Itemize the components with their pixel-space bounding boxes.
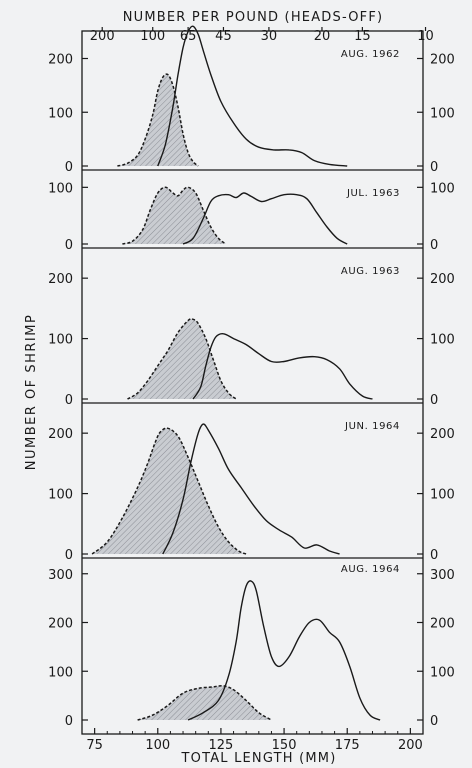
shaded-area	[92, 428, 247, 554]
x-tick-label: 200	[398, 738, 423, 753]
y-tick-label-right: 200	[430, 427, 455, 442]
y-tick-label-right: 0	[430, 238, 438, 253]
y-tick-label-left: 0	[65, 238, 73, 253]
top-tick-label: 10	[417, 29, 434, 44]
series-line-shaded	[127, 318, 237, 400]
y-tick-label-left: 100	[48, 333, 73, 348]
plot-frame	[81, 30, 424, 735]
y-tick-label-right: 100	[430, 181, 455, 196]
series-line	[187, 580, 381, 721]
shaded-area	[137, 685, 272, 720]
x-tick-label: 150	[272, 738, 297, 753]
panel-date-label: AUG. 1964	[341, 564, 400, 575]
shaded-area	[122, 187, 226, 244]
top-tick-label: 45	[215, 29, 232, 44]
panel: 0 0 100 100 200 200 JUN. 1964	[48, 402, 455, 563]
y-tick-label-right: 100	[430, 333, 455, 348]
y-axis-label: NUMBER OF SHRIMP	[24, 314, 39, 471]
top-axis-label: NUMBER PER POUND (HEADS-OFF)	[123, 10, 384, 25]
shaded-area	[127, 318, 237, 399]
series-line	[162, 423, 340, 555]
y-tick-label-right: 300	[430, 568, 455, 583]
top-tick-label: 100	[140, 29, 165, 44]
y-tick-label-left: 200	[48, 53, 73, 68]
panel: 0 0 100 100 200 200 AUG. 1962	[48, 25, 455, 175]
y-tick-label-right: 100	[430, 488, 455, 503]
y-tick-label-right: 0	[430, 393, 438, 408]
x-tick-label: 75	[86, 738, 103, 753]
shaded-area	[117, 74, 199, 166]
panel-date-label: JUL. 1963	[346, 188, 400, 199]
y-tick-label-left: 0	[65, 714, 73, 729]
top-tick-label: 20	[314, 29, 331, 44]
series-line-shaded	[117, 73, 199, 167]
y-tick-label-left: 100	[48, 665, 73, 680]
top-axis: 200 100 65 45 30 20 15 10	[90, 27, 434, 44]
y-tick-label-left: 0	[65, 160, 73, 175]
y-tick-label-right: 200	[430, 617, 455, 632]
y-tick-label-right: 200	[430, 53, 455, 68]
y-tick-label-left: 100	[48, 488, 73, 503]
y-tick-label-left: 200	[48, 272, 73, 287]
series-line-shaded	[91, 427, 247, 555]
x-axis-label: TOTAL LENGTH (MM)	[181, 751, 337, 766]
y-tick-label-right: 100	[430, 106, 455, 121]
y-tick-label-right: 0	[430, 714, 438, 729]
series-line	[182, 192, 348, 245]
y-tick-label-left: 100	[48, 106, 73, 121]
x-tick-label: 125	[209, 738, 234, 753]
y-tick-label-left: 100	[48, 181, 73, 196]
panel: 0 0 100 100 200 200 AUG. 1963	[48, 247, 455, 408]
top-tick-label: 200	[90, 29, 115, 44]
top-tick-label: 65	[180, 29, 197, 44]
y-tick-label-left: 300	[48, 568, 73, 583]
x-tick-label: 100	[145, 738, 170, 753]
panel-date-label: AUG. 1963	[341, 266, 400, 277]
series-line	[192, 333, 373, 400]
y-tick-label-right: 0	[430, 160, 438, 175]
panel: 0 0 100 100 JUL. 1963	[48, 169, 455, 253]
y-tick-label-right: 0	[430, 548, 438, 563]
top-tick-label: 15	[354, 29, 371, 44]
series-line-shaded	[122, 186, 227, 245]
y-tick-label-left: 0	[65, 393, 73, 408]
top-tick-label: 30	[261, 29, 278, 44]
series-line	[157, 25, 348, 167]
y-tick-label-right: 200	[430, 272, 455, 287]
panel-date-label: AUG. 1962	[341, 49, 400, 60]
panel: 0 0 100 100 200 200 300 300 AUG. 1964	[48, 557, 455, 729]
y-tick-label-left: 0	[65, 548, 73, 563]
bottom-axis: 75 100 125 150 175 200	[86, 728, 424, 753]
x-tick-label: 175	[335, 738, 360, 753]
series-line-shaded	[137, 685, 272, 721]
y-tick-label-left: 200	[48, 617, 73, 632]
y-tick-label-left: 200	[48, 427, 73, 442]
y-tick-label-right: 100	[430, 665, 455, 680]
panel-date-label: JUN. 1964	[344, 421, 400, 432]
